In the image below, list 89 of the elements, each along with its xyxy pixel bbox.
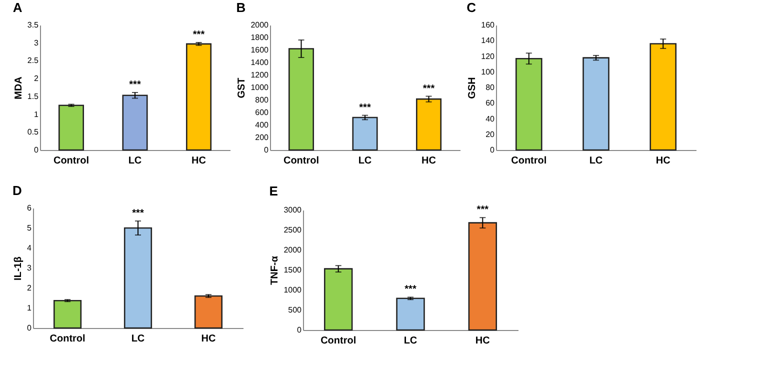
annotation: *** xyxy=(422,83,435,94)
y-tick-label: 0 xyxy=(264,146,270,154)
bar xyxy=(582,57,610,151)
bar xyxy=(186,43,212,151)
bar xyxy=(53,300,82,329)
x-tick-label: HC xyxy=(475,336,490,346)
bar xyxy=(288,48,314,151)
y-tick-label: 3.5 xyxy=(27,20,40,30)
y-tick-label: 4 xyxy=(27,244,32,252)
y-axis-title: MDA xyxy=(13,76,24,100)
bar xyxy=(124,227,152,329)
x-tick-label: Control xyxy=(283,156,320,166)
x-tick-label: HC xyxy=(422,156,436,166)
y-tick-label: 140 xyxy=(481,36,496,46)
y-tick-label: 0 xyxy=(34,146,40,154)
y-tick-label: 20 xyxy=(486,130,496,139)
bar xyxy=(352,116,378,151)
y-tick-label: 2 xyxy=(27,284,32,292)
x-tick-label: HC xyxy=(201,334,216,344)
bar xyxy=(58,104,84,151)
y-tick-label: 120 xyxy=(481,52,496,61)
y-tick-label: 3000 xyxy=(284,206,302,214)
y-tick-label: 1 xyxy=(34,110,40,119)
y-tick-label: 0 xyxy=(297,326,302,334)
y-tick-label: 40 xyxy=(486,114,496,124)
x-tick-label: Control xyxy=(50,334,86,344)
y-axis-title: TNF-α xyxy=(270,255,281,285)
x-tick-label: LC xyxy=(404,336,418,346)
y-tick-label: 100 xyxy=(481,67,496,76)
bar xyxy=(468,222,498,331)
y-tick-label: 1800 xyxy=(250,33,270,42)
y-tick-label: 800 xyxy=(255,96,270,104)
y-tick-label: 500 xyxy=(288,306,302,314)
y-tick-label: 1600 xyxy=(250,46,270,54)
x-tick-label: LC xyxy=(358,156,372,166)
y-tick-label: 600 xyxy=(255,108,270,117)
bar xyxy=(396,298,425,331)
y-tick-label: 200 xyxy=(255,133,270,142)
y-tick-label: 1000 xyxy=(284,286,302,294)
chart-title: D xyxy=(12,183,22,198)
y-tick-label: 3 xyxy=(34,38,40,48)
annotation: *** xyxy=(192,30,205,40)
x-tick-label: LC xyxy=(589,156,603,166)
y-tick-label: 1400 xyxy=(250,58,270,67)
annotation: *** xyxy=(129,80,141,90)
y-axis-title: IL-1β xyxy=(13,256,24,280)
y-tick-label: 1.5 xyxy=(27,92,40,101)
y-tick-label: 400 xyxy=(255,120,270,130)
bar xyxy=(122,94,148,151)
annotation: *** xyxy=(132,208,144,219)
y-tick-label: 1200 xyxy=(250,70,270,80)
x-tick-label: LC xyxy=(131,334,145,344)
bar xyxy=(416,98,442,151)
bar xyxy=(515,58,542,151)
annotation: *** xyxy=(359,102,371,114)
chart-title: E xyxy=(269,184,278,199)
chart-title: C xyxy=(466,0,477,15)
chart-title: B xyxy=(236,0,246,15)
y-tick-label: 2000 xyxy=(284,246,302,254)
chart-title: A xyxy=(12,0,23,15)
y-tick-label: 1000 xyxy=(250,83,270,92)
y-axis-title: GSH xyxy=(467,77,478,99)
annotation: *** xyxy=(404,284,416,296)
x-tick-label: HC xyxy=(192,156,206,166)
y-tick-label: 3 xyxy=(27,264,32,272)
x-tick-label: Control xyxy=(53,156,90,166)
y-tick-label: 2.5 xyxy=(27,56,40,66)
y-tick-label: 60 xyxy=(486,98,496,108)
y-axis-title: GST xyxy=(236,78,248,98)
y-tick-label: 2000 xyxy=(250,20,270,30)
x-tick-label: LC xyxy=(128,156,142,166)
bar xyxy=(194,295,223,329)
y-tick-label: 80 xyxy=(486,83,496,92)
annotation: *** xyxy=(476,204,489,216)
x-tick-label: Control xyxy=(511,156,547,166)
y-tick-label: 1 xyxy=(27,304,32,312)
y-tick-label: 0 xyxy=(490,146,496,154)
x-tick-label: Control xyxy=(320,336,356,346)
y-tick-label: 2500 xyxy=(284,226,302,234)
y-tick-label: 6 xyxy=(27,204,32,212)
y-tick-label: 1500 xyxy=(284,266,302,274)
bar xyxy=(650,43,677,151)
bar xyxy=(324,268,353,331)
y-tick-label: 5 xyxy=(27,224,32,232)
x-tick-label: HC xyxy=(656,156,670,166)
y-tick-label: 160 xyxy=(481,20,496,30)
y-tick-label: 2 xyxy=(34,74,40,84)
y-tick-label: 0 xyxy=(27,324,32,332)
y-tick-label: 0.5 xyxy=(27,128,40,137)
